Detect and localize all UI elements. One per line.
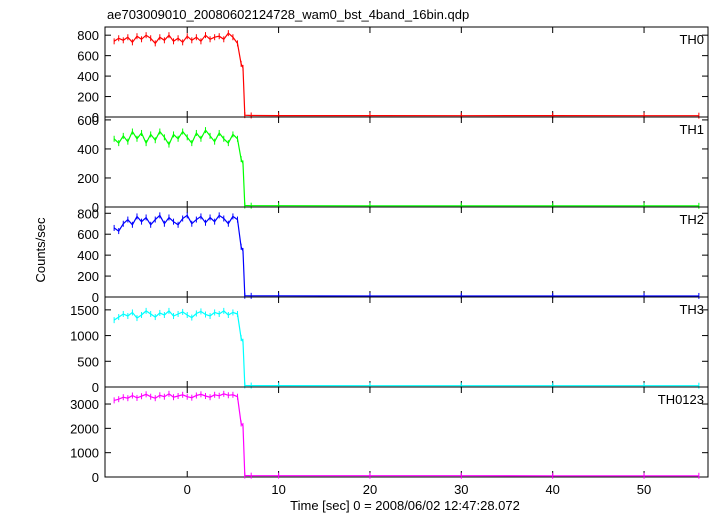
panel-label: TH0 xyxy=(679,32,704,47)
y-tick-label: 1000 xyxy=(70,446,99,461)
y-tick-label: 1500 xyxy=(70,303,99,318)
x-tick-label: 30 xyxy=(454,482,468,497)
y-tick-label: 0 xyxy=(92,290,99,305)
series-line-th2 xyxy=(113,214,699,297)
panel-frame xyxy=(104,26,709,118)
y-axis-label: Counts/sec xyxy=(33,217,48,283)
panel-th0123: 0 1000 2000 3000 TH0123 xyxy=(70,386,709,485)
series-line-th0123 xyxy=(113,393,699,477)
panel-frame xyxy=(104,116,709,208)
y-tick-label: 0 xyxy=(92,380,99,395)
panel-label: TH1 xyxy=(679,122,704,137)
y-tick-label: 400 xyxy=(77,248,99,263)
y-tick-label: 200 xyxy=(77,171,99,186)
x-tick-label: 40 xyxy=(545,482,559,497)
series-line-th3 xyxy=(113,310,699,387)
y-tick-label: 200 xyxy=(77,269,99,284)
y-tick-label: 0 xyxy=(92,470,99,485)
y-tick-label: 800 xyxy=(77,28,99,43)
chart-title: ae703009010_20080602124728_wam0_bst_4ban… xyxy=(107,7,469,22)
panel-th3: 0 500 1000 1500 TH3 xyxy=(70,296,709,395)
panel-frame xyxy=(104,386,709,478)
x-tick-label: 0 xyxy=(184,482,191,497)
y-tick-label: 3000 xyxy=(70,397,99,412)
panel-th2: 0 200 400 600 800 TH2 xyxy=(77,206,709,305)
y-tick-label: 600 xyxy=(77,227,99,242)
x-axis-label: Time [sec] 0 = 2008/06/02 12:47:28.072 xyxy=(290,498,520,513)
y-tick-label: 400 xyxy=(77,142,99,157)
y-tick-label: 0 xyxy=(92,200,99,215)
y-tick-label: 1000 xyxy=(70,329,99,344)
series-line-th0 xyxy=(113,32,699,117)
y-tick-label: 600 xyxy=(77,113,99,128)
y-tick-label: 200 xyxy=(77,90,99,105)
x-tick-label: 20 xyxy=(363,482,377,497)
y-tick-label: 2000 xyxy=(70,421,99,436)
x-tick-label: 10 xyxy=(271,482,285,497)
y-tick-label: 500 xyxy=(77,354,99,369)
panels-group: 0 200 400 600 800 TH0 0 200 400 600 TH1 0 200 400 600 8… xyxy=(70,26,709,485)
y-tick-label: 0 xyxy=(92,110,99,125)
panel-label: TH2 xyxy=(679,212,704,227)
panel-th0: 0 200 400 600 800 TH0 xyxy=(77,26,709,125)
series-line-th1 xyxy=(113,129,699,207)
x-axis: 0 10 20 30 40 50 xyxy=(184,482,652,497)
x-tick-label: 50 xyxy=(637,482,651,497)
y-tick-label: 600 xyxy=(77,49,99,64)
y-tick-label: 800 xyxy=(77,206,99,221)
panel-frame xyxy=(104,296,709,388)
panel-label: TH0123 xyxy=(658,392,704,407)
panel-th1: 0 200 400 600 TH1 xyxy=(77,113,709,215)
panel-label: TH3 xyxy=(679,302,704,317)
y-tick-label: 400 xyxy=(77,69,99,84)
